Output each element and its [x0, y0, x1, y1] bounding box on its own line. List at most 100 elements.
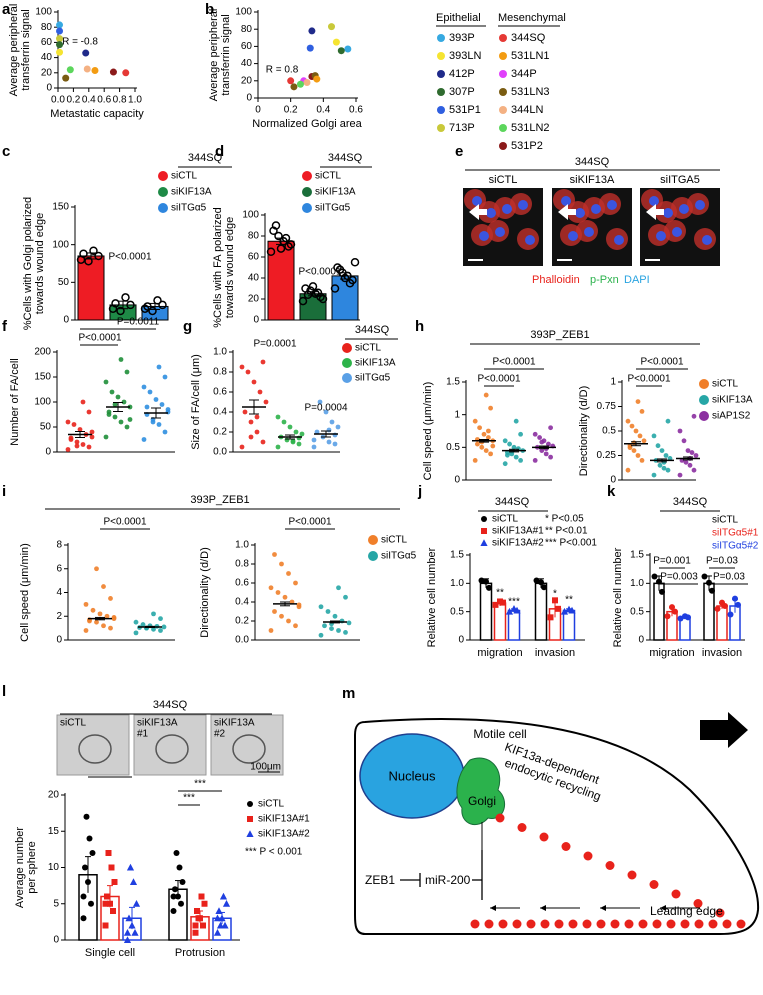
x-tick-label: 0.6 — [349, 105, 363, 116]
point — [239, 444, 245, 450]
y-axis-label: towards wound edge — [224, 217, 236, 319]
point — [123, 928, 132, 936]
y-tick-label: 80 — [248, 231, 260, 242]
point — [79, 249, 88, 258]
point — [84, 256, 93, 266]
flow-arrowhead — [660, 905, 666, 911]
point — [56, 48, 64, 56]
legend-marker — [302, 203, 312, 213]
y-tick-label: 20 — [241, 75, 253, 86]
point — [239, 364, 245, 370]
legend-label: siCTL — [492, 514, 519, 525]
legend-marker — [158, 187, 168, 197]
legend-marker — [499, 124, 507, 132]
y-axis-label: %Cells with Golgi polarized — [22, 197, 34, 330]
y-tick-label: 0 — [458, 635, 464, 646]
legend-label: siKIF13A#2 — [492, 538, 544, 549]
point — [488, 405, 493, 411]
legend-title: Epithelial — [436, 12, 481, 24]
image-label: #2 — [214, 729, 226, 740]
point — [317, 399, 323, 405]
legend-marker — [342, 343, 352, 353]
point — [483, 392, 489, 398]
y-tick-label: 0.2 — [213, 427, 227, 438]
vesicle — [540, 919, 550, 929]
point — [516, 446, 521, 452]
panel-letter: k — [607, 483, 616, 500]
point — [627, 445, 633, 451]
point — [111, 299, 120, 308]
point — [266, 247, 276, 256]
y-tick-label: 40 — [41, 52, 53, 63]
point — [639, 458, 645, 463]
point — [80, 915, 87, 922]
y-tick-label: 40 — [248, 273, 260, 284]
annotation: *** — [183, 793, 195, 804]
point — [505, 607, 514, 615]
sphere-image — [133, 714, 207, 776]
vesicle — [671, 889, 681, 899]
point — [287, 77, 295, 85]
point — [254, 429, 260, 435]
y-tick-label: 0 — [454, 475, 460, 486]
point — [555, 605, 561, 612]
image-label: siKIF13A — [137, 718, 178, 729]
point — [105, 850, 112, 856]
point — [296, 441, 302, 447]
point — [104, 893, 110, 900]
legend-label: 307P — [449, 86, 475, 98]
y-tick-label: 0.2 — [235, 616, 249, 627]
annotation: P<0.0001 — [108, 252, 152, 263]
y-axis-label: per sphere — [26, 841, 38, 894]
point — [141, 384, 147, 390]
y-axis-label: Size of FA/cell (μm) — [190, 354, 202, 450]
point — [693, 453, 699, 458]
point — [719, 599, 725, 606]
point — [472, 418, 478, 424]
point — [298, 296, 308, 306]
legend-label: 412P — [449, 68, 475, 80]
bar — [507, 609, 521, 641]
legend-label: siAP1S2 — [712, 411, 751, 422]
cell-nucleus — [591, 204, 601, 214]
image-label: siKIF13A — [214, 718, 255, 729]
y-axis-label: Cell speed (μm/min) — [19, 543, 31, 642]
panel-title: 393P_ZEB1 — [190, 494, 249, 506]
point — [479, 444, 485, 450]
point — [727, 611, 734, 618]
point — [475, 441, 480, 447]
point — [543, 451, 549, 457]
y-tick-label: 20 — [248, 294, 260, 305]
annotation: P=0.0001 — [253, 339, 297, 350]
flow-arrowhead — [540, 905, 546, 911]
point — [290, 438, 296, 444]
vesicle — [470, 919, 480, 929]
point — [80, 399, 86, 405]
point — [127, 417, 133, 422]
point — [286, 618, 291, 624]
point — [735, 601, 741, 608]
point — [661, 465, 667, 471]
point — [132, 899, 141, 907]
point — [560, 607, 569, 615]
legend-marker — [699, 379, 709, 389]
point — [213, 928, 222, 936]
point — [631, 448, 637, 453]
point — [216, 921, 225, 929]
vesicle — [526, 919, 536, 929]
point — [263, 399, 269, 405]
point — [279, 613, 284, 619]
panel-title: 344SQ — [575, 156, 610, 168]
point — [629, 423, 635, 429]
point — [140, 304, 150, 313]
point — [657, 462, 663, 468]
vesicle — [722, 919, 732, 929]
point — [290, 83, 298, 91]
point — [86, 409, 92, 415]
y-tick-label: 15 — [48, 826, 60, 837]
point — [293, 429, 299, 435]
point — [257, 389, 263, 395]
point — [112, 414, 118, 420]
legend-label: siITGα5 — [381, 551, 417, 562]
point — [548, 454, 553, 460]
